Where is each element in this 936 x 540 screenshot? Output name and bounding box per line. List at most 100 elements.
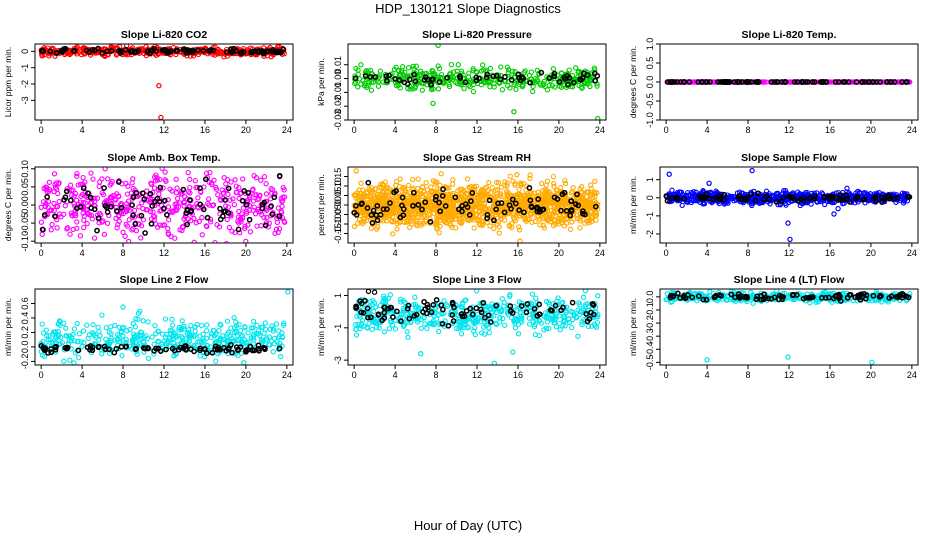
data-point: [140, 217, 147, 223]
y-axis-label: Licor ppm per min.: [3, 47, 13, 117]
data-point: [152, 214, 158, 220]
data-point: [207, 169, 213, 176]
y-tick-label: 1.0: [645, 38, 655, 51]
data-point: [279, 333, 285, 340]
data-point: [41, 353, 48, 360]
data-point: [203, 328, 210, 334]
data-point: [355, 84, 361, 90]
outlier-point: [831, 211, 837, 217]
hourly-point: [383, 73, 390, 79]
hourly-point: [780, 194, 787, 201]
data-point: [450, 190, 456, 197]
data-point: [447, 208, 453, 215]
hourly-point: [276, 345, 283, 352]
data-point: [143, 333, 149, 339]
data-point: [60, 320, 67, 326]
data-point: [49, 221, 55, 228]
data-point: [254, 223, 260, 229]
data-point: [452, 225, 459, 231]
data-point: [522, 212, 528, 218]
data-point: [166, 217, 172, 223]
data-point: [437, 215, 443, 221]
data-point: [44, 332, 50, 339]
data-point: [513, 86, 519, 93]
hourly-point: [526, 185, 533, 191]
data-point: [510, 214, 517, 221]
hourly-point: [433, 193, 439, 200]
data-point: [252, 192, 258, 198]
hourly-point: [188, 346, 194, 352]
points-group: [351, 168, 601, 243]
data-point: [375, 191, 381, 197]
data-point: [445, 191, 451, 197]
data-point: [155, 328, 162, 335]
data-point: [256, 196, 262, 202]
x-tick-label: 0: [664, 248, 669, 258]
hourly-point: [755, 79, 762, 85]
x-tick-label: 20: [866, 248, 876, 258]
data-point: [244, 208, 250, 215]
hourly-point: [149, 203, 156, 209]
data-point: [68, 338, 74, 344]
hourly-point: [88, 205, 95, 211]
hourly-point: [271, 194, 278, 201]
data-point: [119, 325, 126, 331]
hourly-point: [138, 212, 145, 219]
hourly-point: [571, 79, 577, 86]
data-point: [131, 207, 138, 214]
hourly-point: [133, 189, 140, 196]
data-point: [67, 231, 73, 237]
outlier-point: [120, 304, 126, 310]
hourly-point: [536, 208, 543, 215]
hourly-point: [85, 190, 91, 196]
data-point: [160, 185, 166, 191]
data-point: [516, 186, 522, 193]
data-point: [243, 238, 249, 243]
data-point: [171, 339, 177, 346]
data-point: [561, 223, 568, 229]
data-point: [578, 84, 584, 90]
data-point: [238, 219, 244, 225]
data-point: [210, 331, 216, 338]
data-point: [454, 68, 460, 74]
data-point: [131, 331, 137, 337]
data-point: [544, 87, 551, 93]
hourly-point: [436, 199, 442, 206]
panel-title: Slope Sample Flow: [741, 152, 838, 164]
data-point: [669, 187, 675, 193]
hourly-point: [741, 195, 748, 202]
data-point: [85, 246, 89, 250]
data-point: [90, 322, 96, 328]
x-tick-label: 0: [39, 370, 44, 380]
hourly-point: [410, 189, 417, 196]
hourly-point: [483, 74, 490, 81]
data-point: [483, 184, 490, 190]
x-tick-label: 4: [393, 125, 398, 135]
hourly-point: [175, 346, 182, 353]
x-tick-label: 24: [907, 248, 917, 258]
data-point: [228, 325, 234, 331]
data-point: [55, 328, 61, 335]
data-point: [548, 191, 554, 198]
y-axis-label: ml/min per min.: [316, 298, 326, 356]
hourly-point: [372, 74, 379, 80]
data-point: [174, 201, 180, 207]
hourly-point: [801, 195, 807, 201]
y-axis-label: percent per min.: [316, 174, 326, 235]
hourly-point: [834, 196, 840, 202]
data-point: [51, 171, 58, 177]
data-point: [224, 318, 231, 324]
data-point: [108, 330, 114, 337]
hourly-point: [243, 201, 250, 208]
data-point: [198, 322, 205, 329]
y-axis-label: ml/min per min.: [628, 176, 638, 234]
data-point: [495, 180, 502, 186]
data-point: [87, 200, 94, 206]
data-point: [584, 189, 591, 195]
hourly-point: [502, 73, 508, 80]
hourly-point: [486, 197, 493, 204]
hourly-point: [812, 193, 819, 200]
hourly-point: [459, 202, 465, 209]
data-point: [436, 74, 442, 80]
y-axis-label: degrees C per min.: [628, 46, 638, 118]
